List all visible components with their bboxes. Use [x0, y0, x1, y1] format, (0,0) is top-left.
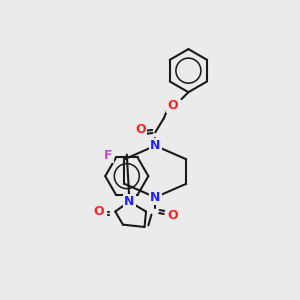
Text: N: N: [150, 191, 160, 204]
Text: F: F: [104, 149, 112, 162]
Text: N: N: [124, 195, 134, 208]
Text: O: O: [168, 99, 178, 112]
Text: O: O: [168, 209, 178, 222]
Text: O: O: [93, 205, 104, 218]
Text: N: N: [150, 139, 160, 152]
Text: O: O: [135, 123, 146, 136]
